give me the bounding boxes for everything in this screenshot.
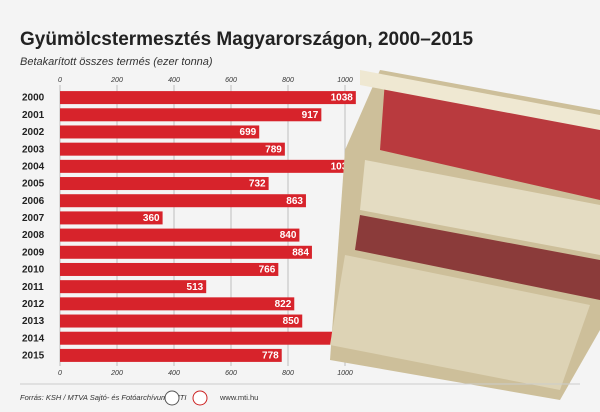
website: www.mti.hu xyxy=(219,393,258,402)
y-tick-label: 2012 xyxy=(22,299,45,310)
x-tick-label: 0 xyxy=(58,370,62,377)
x-tick-label: 0 xyxy=(58,77,62,84)
bar xyxy=(60,194,306,208)
x-tick-label: 1000 xyxy=(337,77,353,84)
bar xyxy=(60,348,282,362)
y-tick-label: 2011 xyxy=(22,282,44,293)
bar xyxy=(60,108,322,122)
bar xyxy=(60,177,269,191)
value-label: 732 xyxy=(249,179,266,190)
x-tick-label: 800 xyxy=(282,77,294,84)
bar xyxy=(60,245,312,259)
y-tick-label: 2010 xyxy=(22,265,45,276)
value-label: 766 xyxy=(259,265,276,276)
x-tick-label: 200 xyxy=(110,77,123,84)
bar xyxy=(60,211,163,225)
y-tick-label: 2009 xyxy=(22,247,45,258)
x-tick-label: 1000 xyxy=(337,370,353,377)
value-label: 360 xyxy=(143,213,160,224)
bar xyxy=(60,91,356,105)
y-tick-label: 2003 xyxy=(22,144,45,155)
y-tick-label: 2006 xyxy=(22,196,45,207)
value-label: 1038 xyxy=(331,161,354,172)
y-tick-label: 2005 xyxy=(22,179,45,190)
bar xyxy=(60,142,285,156)
y-tick-label: 2000 xyxy=(22,93,45,104)
y-tick-label: 2008 xyxy=(22,230,45,241)
bar xyxy=(60,125,260,139)
y-tick-label: 2001 xyxy=(22,110,45,121)
value-label: 822 xyxy=(275,299,292,310)
x-tick-label: 200 xyxy=(110,370,123,377)
value-label: 699 xyxy=(240,127,257,138)
bar xyxy=(60,314,303,328)
value-label: 789 xyxy=(265,144,282,155)
plot: 0 0 200 200 400 400 600 600 800 800 1000 1000 2000 10… xyxy=(22,77,357,377)
logo xyxy=(192,390,208,406)
x-tick-label: 400 xyxy=(168,370,180,377)
crates xyxy=(330,70,600,400)
value-label: 850 xyxy=(283,316,300,327)
y-tick-label: 2007 xyxy=(22,213,45,224)
bar xyxy=(60,297,295,311)
x-tick-label: 600 xyxy=(225,370,237,377)
value-label: 840 xyxy=(280,230,297,241)
bar xyxy=(60,262,279,276)
bar xyxy=(60,159,356,173)
value-label: 863 xyxy=(286,196,303,207)
chart-subtitle: Betakarított összes termés (ezer tonna) xyxy=(20,56,213,68)
x-tick-label: 600 xyxy=(225,77,237,84)
logo xyxy=(164,390,180,406)
chart-title: Gyümölcstermesztés Magyarországon, 2000–… xyxy=(20,29,473,50)
y-tick-label: 2014 xyxy=(22,333,45,344)
y-tick-label: 2004 xyxy=(22,161,45,172)
value-label: 778 xyxy=(262,351,279,362)
bar xyxy=(60,228,300,242)
x-tick-label: 800 xyxy=(282,370,294,377)
value-label: 884 xyxy=(292,247,309,258)
y-tick-label: 2002 xyxy=(22,127,45,138)
y-tick-label: 2015 xyxy=(22,351,45,362)
value-label: 917 xyxy=(302,110,319,121)
x-tick-label: 400 xyxy=(168,77,180,84)
bar xyxy=(60,280,207,294)
source: Forrás: KSH / MTVA Sajtó- és Fotóarchívu… xyxy=(20,393,186,402)
bar xyxy=(60,331,357,345)
value-label: 513 xyxy=(187,282,204,293)
value-label: 1038 xyxy=(331,93,354,104)
y-tick-label: 2013 xyxy=(22,316,45,327)
